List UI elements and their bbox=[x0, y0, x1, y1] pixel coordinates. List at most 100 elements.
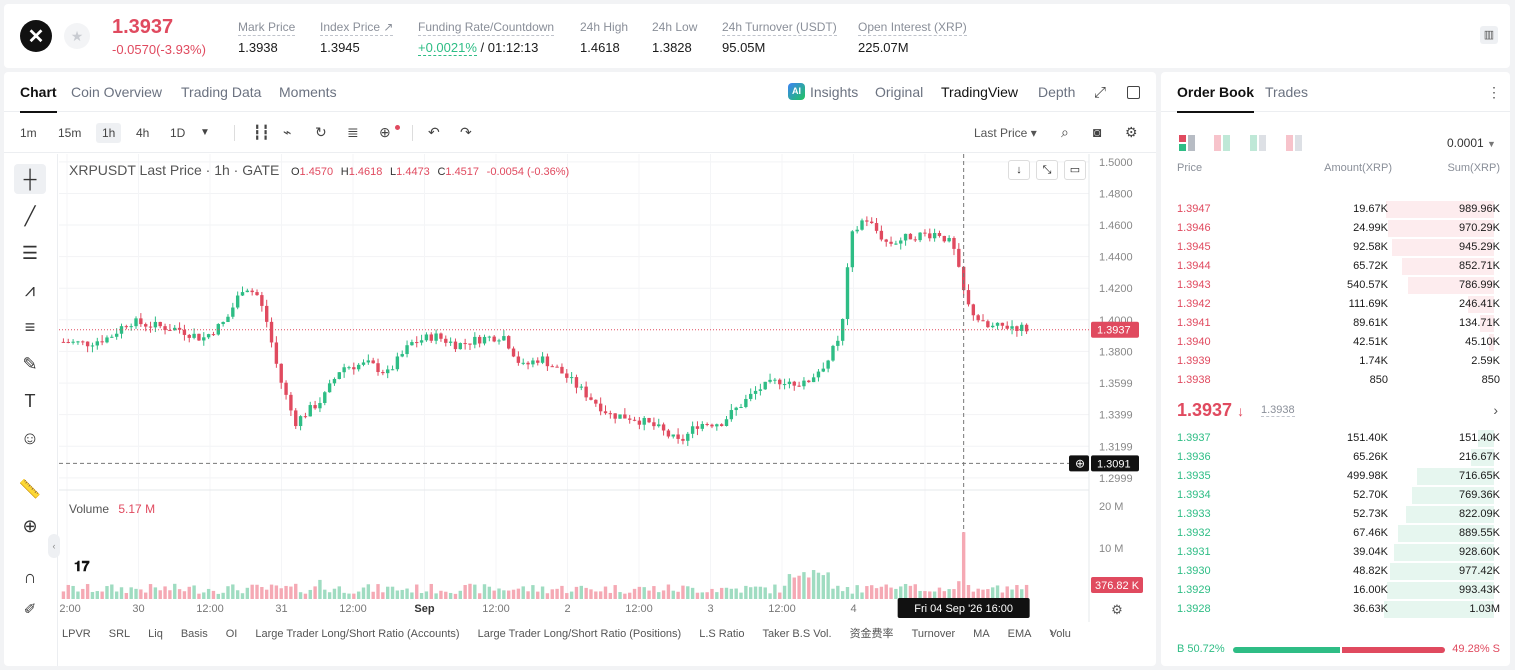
ask-row[interactable]: 1.3941 89.61K 134.71K bbox=[1161, 314, 1510, 333]
tab-chart[interactable]: Chart bbox=[20, 84, 57, 113]
stat-label[interactable]: 24h Turnover (USDT) bbox=[722, 20, 837, 36]
funding-rate-value[interactable]: +0.0021% bbox=[418, 40, 477, 56]
search-icon[interactable]: ⌕ bbox=[1061, 124, 1069, 140]
view-both-icon[interactable] bbox=[1179, 135, 1195, 151]
indicator-10[interactable]: Turnover bbox=[911, 628, 956, 640]
ask-row[interactable]: 1.3938 850 850 bbox=[1161, 371, 1510, 390]
ask-row[interactable]: 1.3942 111.69K 246.41K bbox=[1161, 295, 1510, 314]
indicator-9[interactable]: 资金费率 bbox=[849, 628, 894, 640]
timeframe-1m[interactable]: 1m bbox=[20, 126, 37, 140]
stat-label[interactable]: Mark Price bbox=[238, 20, 296, 36]
brush-tool-icon[interactable]: ✎ bbox=[22, 353, 38, 374]
tab-trades[interactable]: Trades bbox=[1265, 84, 1309, 100]
expand-icon[interactable]: ⤢ bbox=[1094, 84, 1107, 101]
bid-row[interactable]: 1.3932 67.46K 889.55K bbox=[1161, 524, 1510, 543]
text-tool-icon[interactable]: T bbox=[24, 390, 36, 411]
indicator-2[interactable]: Liq bbox=[148, 628, 163, 640]
tab-order-book[interactable]: Order Book bbox=[1177, 84, 1255, 113]
timeframe-15m[interactable]: 15m bbox=[58, 126, 82, 140]
indicators-icon[interactable]: ⌁ bbox=[283, 124, 292, 140]
redo-icon[interactable]: ↷ bbox=[460, 124, 472, 140]
fib-tool-icon[interactable]: ≡ bbox=[24, 316, 36, 337]
crosshair-tool-icon[interactable]: ┼ bbox=[14, 164, 46, 194]
compare-icon[interactable]: ↻ bbox=[315, 124, 327, 140]
view-asks-icon[interactable] bbox=[1286, 135, 1302, 151]
indicator-4[interactable]: OI bbox=[225, 628, 238, 640]
ask-row[interactable]: 1.3943 540.57K 786.99K bbox=[1161, 276, 1510, 295]
candle-type-icon[interactable]: ┇┇ bbox=[253, 124, 270, 140]
bid-row[interactable]: 1.3929 16.00K 993.43K bbox=[1161, 581, 1510, 600]
precision-select[interactable]: 0.0001 ▼ bbox=[1447, 136, 1496, 150]
ruler-tool-icon[interactable]: 📏 bbox=[18, 478, 42, 499]
templates-icon[interactable]: ≣ bbox=[347, 124, 359, 140]
price-chart[interactable]: 1.50001.48001.46001.44001.42001.40001.38… bbox=[59, 154, 1156, 622]
ask-row[interactable]: 1.3940 42.51K 45.10K bbox=[1161, 333, 1510, 352]
camera-icon[interactable]: ◙ bbox=[1093, 124, 1102, 140]
timeframe-4h[interactable]: 4h bbox=[136, 126, 150, 140]
view-bids-icon[interactable] bbox=[1250, 135, 1266, 151]
ask-row[interactable]: 1.3947 19.67K 989.96K bbox=[1161, 200, 1510, 219]
timeframe-1d[interactable]: 1D bbox=[170, 126, 186, 140]
ask-row[interactable]: 1.3944 65.72K 852.71K bbox=[1161, 257, 1510, 276]
bid-row[interactable]: 1.3936 65.26K 216.67K bbox=[1161, 448, 1510, 467]
bid-row[interactable]: 1.3930 48.82K 977.42K bbox=[1161, 562, 1510, 581]
crosshair-plus-icon[interactable]: ⊕ bbox=[1075, 456, 1085, 470]
tab-moments[interactable]: Moments bbox=[279, 84, 337, 100]
collapse-icon[interactable]: ⤡ bbox=[1036, 160, 1058, 180]
bid-row[interactable]: 1.3937 151.40K 151.40K bbox=[1161, 429, 1510, 448]
indicator-0[interactable]: LPVR bbox=[62, 628, 91, 640]
tab-depth[interactable]: Depth bbox=[1038, 84, 1076, 100]
ask-row[interactable]: 1.3945 92.58K 945.29K bbox=[1161, 238, 1510, 257]
restore-icon[interactable]: ▭ bbox=[1064, 160, 1086, 180]
view-all-icon[interactable] bbox=[1214, 135, 1230, 151]
tradingview-logo-icon[interactable]: 𝟏𝟕 bbox=[74, 558, 90, 574]
favorite-star-icon[interactable]: ★ bbox=[64, 23, 90, 49]
ask-row[interactable]: 1.3946 24.99K 970.29K bbox=[1161, 219, 1510, 238]
bid-row[interactable]: 1.3935 499.98K 716.65K bbox=[1161, 467, 1510, 486]
more-menu-icon[interactable]: ⋮ bbox=[1487, 84, 1501, 100]
legend-symbol[interactable]: XRPUSDT Last Price · 1h · GATE bbox=[69, 162, 280, 178]
indicator-13[interactable]: Volu bbox=[1049, 628, 1071, 640]
indicator-scroll-right-icon[interactable]: › bbox=[1050, 625, 1054, 639]
timeframe-1h[interactable]: 1h bbox=[96, 123, 122, 143]
axis-settings-icon[interactable]: ⚙ bbox=[1111, 602, 1123, 617]
indicator-11[interactable]: MA bbox=[973, 628, 990, 640]
zoom-tool-icon[interactable]: ⊕ bbox=[22, 515, 38, 536]
guide-book-icon[interactable]: ▥ bbox=[1480, 26, 1498, 44]
stat-label[interactable]: Funding Rate/Countdown bbox=[418, 20, 555, 36]
scroll-down-icon[interactable]: ↓ bbox=[1008, 160, 1030, 180]
tab-trading-data[interactable]: Trading Data bbox=[181, 84, 262, 100]
trendline-tool-icon[interactable]: ╱ bbox=[24, 205, 36, 226]
stat-label[interactable]: Index Price ↗ bbox=[320, 20, 394, 36]
horizontal-lines-tool-icon[interactable]: ☰ bbox=[21, 242, 39, 263]
indicator-8[interactable]: Taker B.S Vol. bbox=[762, 628, 832, 640]
timeframe-dropdown-icon[interactable]: ▼ bbox=[200, 127, 210, 138]
tab-tradingview[interactable]: TradingView bbox=[941, 84, 1019, 100]
bid-row[interactable]: 1.3934 52.70K 769.36K bbox=[1161, 486, 1510, 505]
tab-coin-overview[interactable]: Coin Overview bbox=[71, 84, 163, 100]
price-type-select[interactable]: Last Price ▾ bbox=[974, 126, 1037, 140]
tab-original[interactable]: Original bbox=[875, 84, 924, 100]
settings-gear-icon[interactable]: ⚙ bbox=[1125, 124, 1138, 140]
indicator-5[interactable]: Large Trader Long/Short Ratio (Accounts) bbox=[255, 628, 460, 640]
ai-insights-icon[interactable]: AI bbox=[788, 83, 805, 100]
indicator-12[interactable]: EMA bbox=[1007, 628, 1032, 640]
fullscreen-icon[interactable] bbox=[1127, 86, 1140, 99]
bid-row[interactable]: 1.3931 39.04K 928.60K bbox=[1161, 543, 1510, 562]
magnet-tool-icon[interactable]: ∩ bbox=[23, 566, 37, 587]
crosshair-add-button[interactable] bbox=[1069, 455, 1089, 472]
mid-mark-price[interactable]: 1.3938 bbox=[1261, 404, 1295, 417]
undo-icon[interactable]: ↶ bbox=[428, 124, 440, 140]
bid-row[interactable]: 1.3928 36.63K 1.03M bbox=[1161, 600, 1510, 619]
bid-row[interactable]: 1.3933 52.73K 822.09K bbox=[1161, 505, 1510, 524]
emoji-tool-icon[interactable]: ☺ bbox=[20, 427, 40, 448]
stat-label[interactable]: Open Interest (XRP) bbox=[858, 20, 967, 36]
pattern-tool-icon[interactable]: ⩘ bbox=[24, 279, 36, 300]
indicator-6[interactable]: Large Trader Long/Short Ratio (Positions… bbox=[477, 628, 682, 640]
add-alert-icon[interactable]: ⊕ bbox=[379, 124, 391, 140]
indicator-7[interactable]: L.S Ratio bbox=[699, 628, 745, 640]
collapse-toolbar-icon[interactable]: ‹ bbox=[48, 534, 60, 558]
pencil-tool-icon[interactable]: ✐ bbox=[23, 601, 37, 618]
indicator-3[interactable]: Basis bbox=[180, 628, 208, 640]
ask-row[interactable]: 1.3939 1.74K 2.59K bbox=[1161, 352, 1510, 371]
